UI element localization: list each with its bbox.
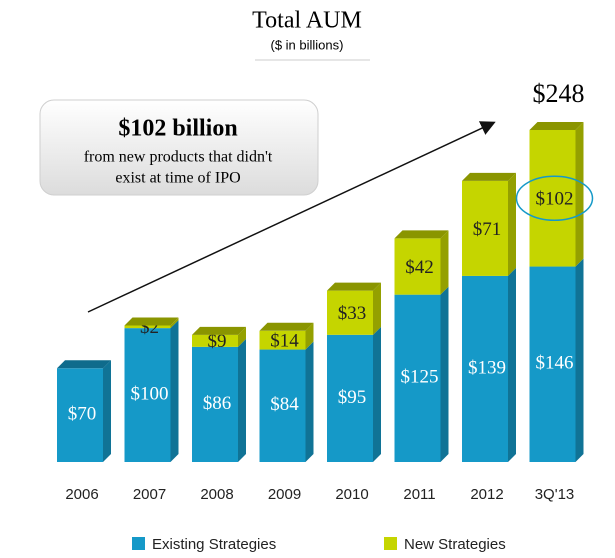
bar-side xyxy=(305,341,314,462)
value-label: $84 xyxy=(270,394,299,415)
bar-segment xyxy=(529,266,576,462)
bar-side xyxy=(238,338,246,462)
bar-side xyxy=(373,326,381,462)
bar-segment xyxy=(327,334,373,462)
bar-side xyxy=(575,258,584,462)
bar-segment xyxy=(57,368,103,462)
bar-segment xyxy=(462,275,508,462)
bar-segment xyxy=(529,130,576,267)
x-tick-label: 2007 xyxy=(133,486,166,503)
x-tick-label: 2012 xyxy=(470,486,503,503)
chart-subtitle: ($ in billions) xyxy=(271,37,344,52)
bar-segment xyxy=(394,294,441,462)
x-tick-label: 2009 xyxy=(268,486,301,503)
value-label: $146 xyxy=(536,353,574,374)
value-label: $102 xyxy=(536,189,574,210)
callout-line: from new products that didn't xyxy=(84,149,273,166)
value-label: $14 xyxy=(270,331,299,352)
legend-swatch xyxy=(384,537,397,550)
bar-top xyxy=(57,360,111,369)
bar-side xyxy=(305,322,314,350)
bar-segment xyxy=(124,325,171,329)
value-label: $70 xyxy=(68,404,97,425)
bar-side xyxy=(440,286,449,462)
callout-line: exist at time of IPO xyxy=(115,170,240,187)
bar-top xyxy=(529,122,584,130)
value-label: $139 xyxy=(468,357,506,378)
bar-top xyxy=(394,230,449,239)
bar-top xyxy=(192,326,246,335)
bar-segment xyxy=(259,349,306,462)
value-label: $86 xyxy=(203,393,232,414)
bar-side xyxy=(440,230,449,295)
x-tick-label: 2011 xyxy=(403,486,435,503)
value-label: $125 xyxy=(401,367,439,388)
bar-side xyxy=(170,317,179,329)
x-tick-label: 2006 xyxy=(65,486,98,503)
x-tick-label: 2010 xyxy=(335,486,368,503)
bar-top xyxy=(462,172,516,181)
bar-side xyxy=(170,320,179,462)
bar-segment xyxy=(462,180,508,276)
bar-segment xyxy=(192,334,238,347)
value-label: $71 xyxy=(473,219,502,240)
bar-top xyxy=(124,317,179,326)
value-label: $100 xyxy=(131,383,169,404)
value-label: $33 xyxy=(338,303,367,324)
bar-segment xyxy=(327,290,373,335)
bar-segment xyxy=(259,330,306,350)
bar-top xyxy=(259,322,314,331)
value-label: $9 xyxy=(208,331,227,352)
highlight-ellipse xyxy=(515,175,594,222)
bar-segment xyxy=(124,328,171,462)
x-tick-label: 2008 xyxy=(200,486,233,503)
bar-top xyxy=(327,282,381,291)
value-label: $42 xyxy=(405,257,434,278)
legend-label: Existing Strategies xyxy=(152,536,276,553)
legend-swatch xyxy=(132,537,145,550)
bar-segment xyxy=(394,238,441,295)
callout-box xyxy=(39,99,319,196)
bar-side xyxy=(103,360,111,462)
x-tick-label: 3Q'13 xyxy=(535,486,575,503)
bar-side xyxy=(508,172,516,276)
bar-side xyxy=(373,282,381,335)
chart-title: Total AUM xyxy=(252,8,362,34)
callout-headline: $102 billion xyxy=(118,116,237,142)
legend-label: New Strategies xyxy=(404,536,506,553)
total-label: $248 xyxy=(533,79,585,108)
value-label: $95 xyxy=(338,387,367,408)
bar-segment xyxy=(192,346,238,462)
bar-side xyxy=(508,267,516,462)
bar-side xyxy=(238,326,246,347)
growth-arrow xyxy=(87,121,496,313)
bar-side xyxy=(575,122,584,267)
